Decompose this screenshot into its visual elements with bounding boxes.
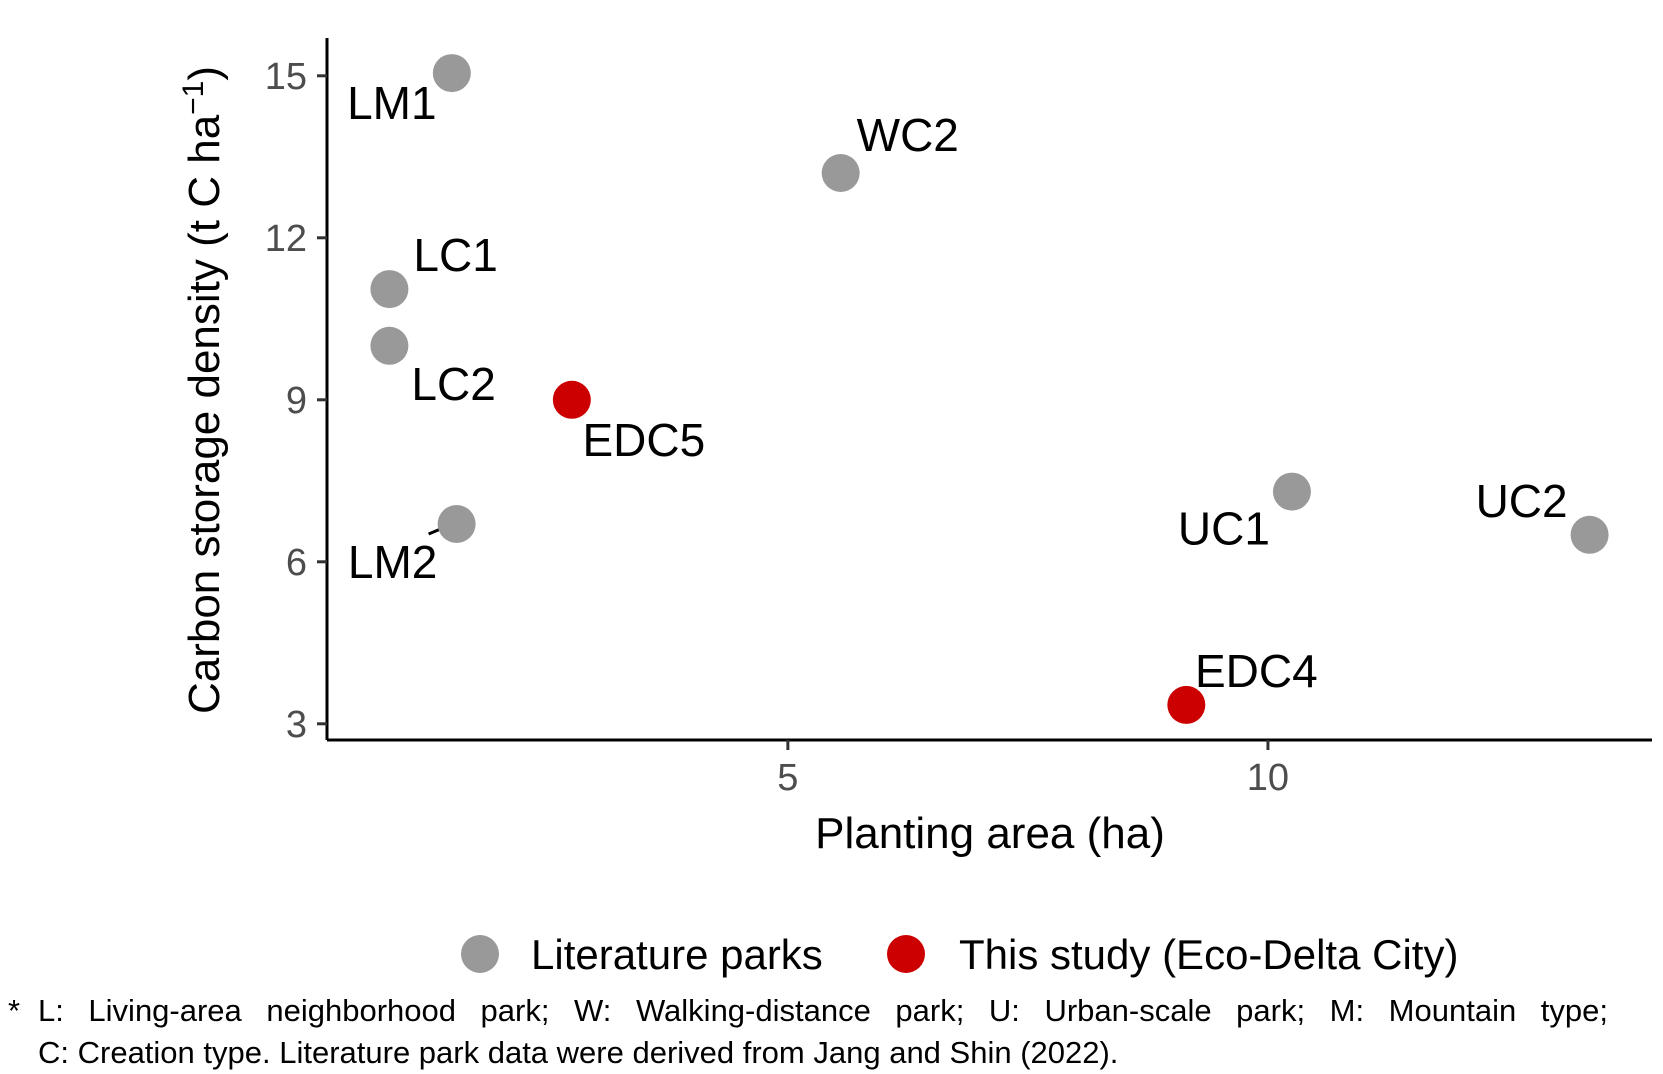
point-label-lc2: LC2 [411, 358, 495, 410]
point-label-uc1: UC1 [1178, 503, 1270, 555]
y-ticks: 3 6 9 12 15 [265, 56, 327, 746]
legend-label-literature: Literature parks [531, 931, 823, 978]
y-tick-label: 12 [265, 218, 307, 260]
point-label-lm2: LM2 [348, 536, 437, 588]
point-wc2 [821, 154, 860, 192]
y-tick-label: 6 [286, 542, 307, 584]
legend-label-this-study: This study (Eco-Delta City) [959, 931, 1458, 978]
y-axis-title: Carbon storage density (t C ha−1) [177, 66, 229, 714]
point-lc2 [370, 326, 409, 365]
point-lm1 [432, 54, 471, 93]
y-tick-label: 15 [265, 56, 307, 98]
footnote: * L: Living-area neighborhood park; W: W… [8, 990, 1608, 1074]
x-axis-title: Planting area (ha) [815, 809, 1165, 858]
x-tick-label: 5 [777, 757, 798, 799]
legend-swatch-literature [461, 935, 499, 973]
x-tick-label: 10 [1247, 757, 1289, 799]
point-label-wc2: WC2 [857, 109, 959, 161]
footnote-marker: * [8, 993, 21, 1028]
legend-swatch-this-study [887, 935, 925, 973]
data-points [370, 54, 1609, 724]
point-lm2 [437, 505, 476, 543]
point-labels: LM1 WC2 LC1 LC2 LM2 UC1 UC2 EDC5 EDC4 [347, 77, 1568, 697]
x-ticks: 5 10 [777, 740, 1289, 799]
y-tick-label: 3 [286, 704, 307, 746]
point-label-lc1: LC1 [413, 229, 497, 281]
point-label-lm1: LM1 [347, 77, 436, 129]
point-lc1 [370, 270, 409, 309]
point-uc2 [1570, 515, 1609, 554]
y-axis-title-main: Carbon storage density (t C ha [180, 114, 229, 714]
point-edc4 [1167, 685, 1206, 724]
y-tick-label: 9 [286, 380, 307, 422]
point-label-edc5: EDC5 [582, 414, 705, 466]
scatter-chart: 3 6 9 12 15 5 10 LM1 WC2 LC1 LC2 LM2 UC1 UC2 EDC5 EDC… [177, 38, 1652, 978]
point-label-uc2: UC2 [1476, 475, 1568, 527]
footnote-line-2: C: Creation type. Literature park data w… [38, 1035, 1119, 1070]
y-axis-title-close: ) [180, 66, 229, 81]
footnote-line-1: L: Living-area neighborhood park; W: Wal… [38, 993, 1608, 1028]
y-axis-title-superscript: −1 [177, 81, 210, 115]
legend: Literature parks This study (Eco-Delta C… [461, 931, 1458, 978]
axes [325, 38, 1652, 742]
point-uc1 [1272, 472, 1311, 511]
point-label-edc4: EDC4 [1195, 645, 1318, 697]
point-edc5 [552, 380, 591, 419]
